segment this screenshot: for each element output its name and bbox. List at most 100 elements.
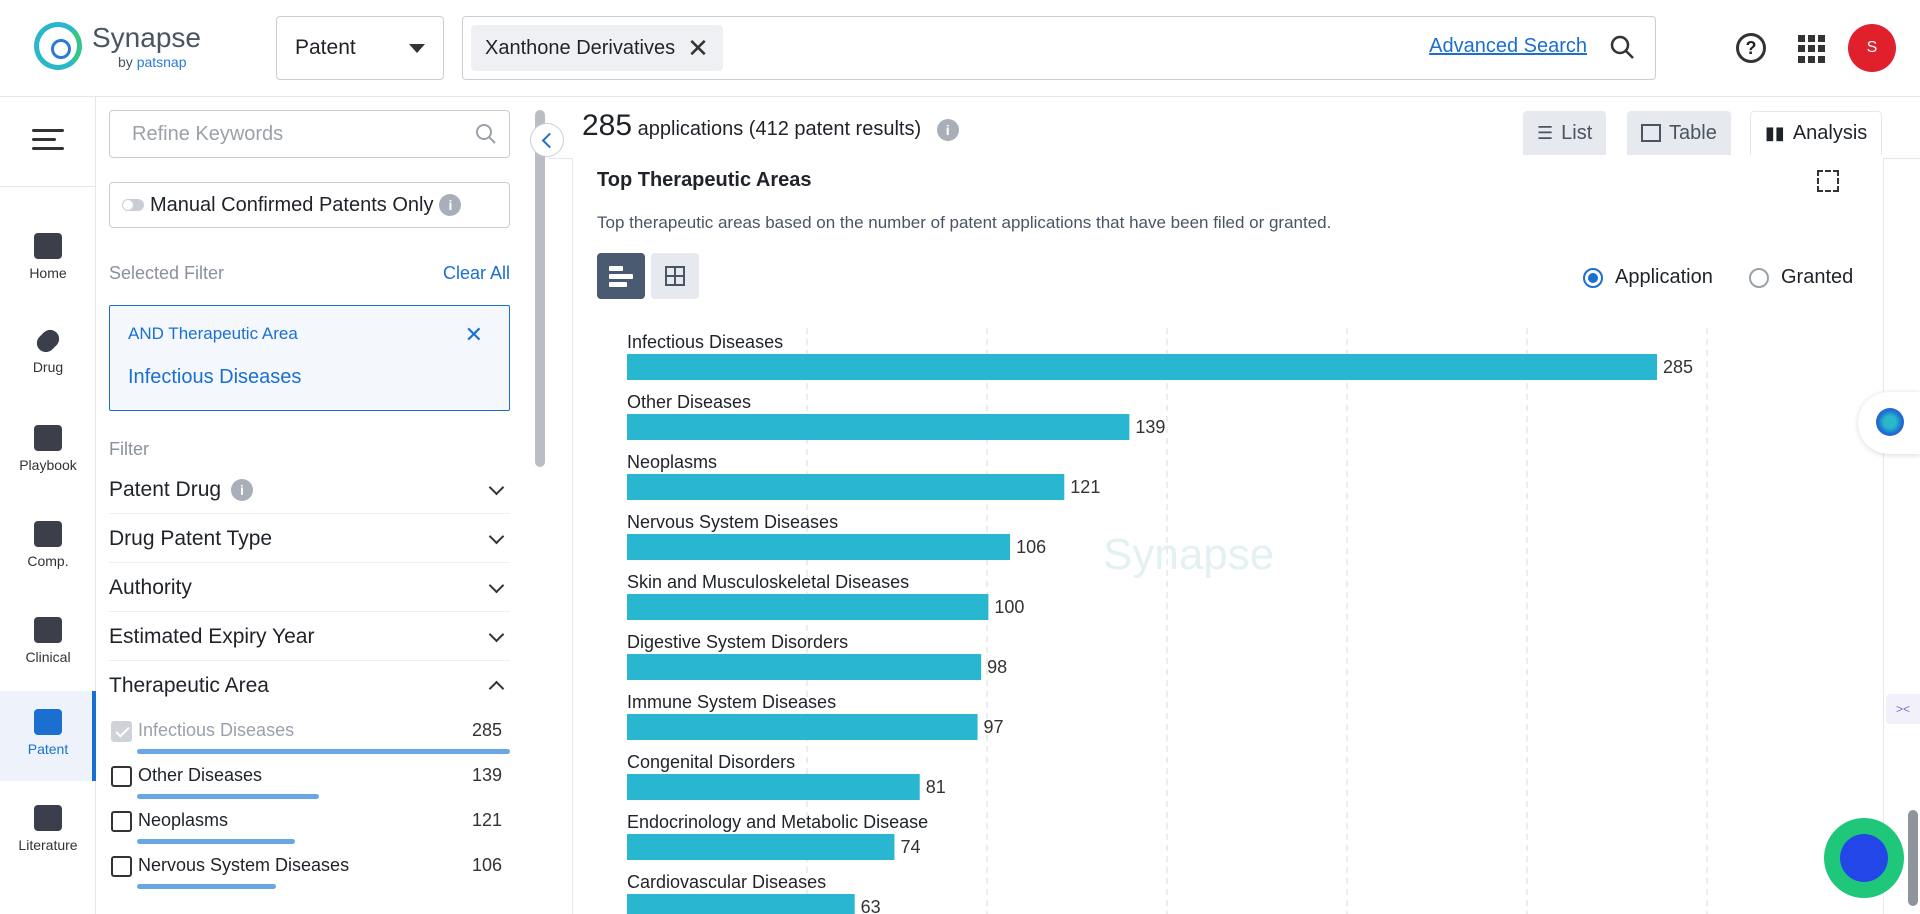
main-scrollbar[interactable] [1908, 810, 1918, 906]
help-icon[interactable]: ? [1736, 33, 1766, 63]
filter-panel-scrollbar[interactable] [535, 110, 545, 467]
chat-assistant-button[interactable] [1824, 818, 1904, 898]
nav-item-literature[interactable]: Literature [0, 787, 96, 877]
info-icon[interactable]: i [231, 479, 253, 501]
manual-toggle-label: Manual Confirmed Patents Only [150, 194, 433, 217]
clinical-icon [34, 617, 62, 643]
apps-grid-icon[interactable] [1798, 35, 1826, 63]
checkbox[interactable] [111, 766, 132, 787]
selected-filter-title: Selected Filter [109, 263, 224, 284]
nav-item-clinical[interactable]: Clinical [0, 599, 96, 689]
list-icon: ☰ [1537, 123, 1553, 144]
filter-title: Filter [109, 439, 149, 460]
chevron-up-icon [489, 681, 505, 697]
advanced-search-link[interactable]: Advanced Search [1429, 35, 1587, 58]
nav-label: Drug [0, 359, 96, 375]
nav-label: Home [0, 265, 96, 281]
selected-filter-value: Infectious Diseases [128, 366, 301, 389]
nav-item-comp[interactable]: Comp. [0, 503, 96, 593]
search-bar[interactable]: Xanthone Derivatives ✕ Advanced Search [462, 16, 1656, 80]
radio-label: Granted [1781, 266, 1853, 289]
bar[interactable] [627, 774, 920, 800]
side-expand-tab[interactable]: >< [1886, 694, 1920, 724]
radio-button[interactable] [1749, 268, 1769, 288]
pill-icon [33, 326, 63, 356]
top-bar: Synapse by patsnap Patent Xanthone Deriv… [0, 0, 1920, 97]
option-label: Nervous System Diseases [138, 855, 349, 876]
table-icon [1641, 124, 1661, 142]
therapeutic-area-option[interactable]: Neoplasms 121 [109, 801, 510, 846]
checkbox[interactable] [111, 856, 132, 877]
therapeutic-area-option[interactable]: Nervous System Diseases 106 [109, 846, 510, 891]
avatar[interactable]: S [1848, 24, 1896, 72]
refine-placeholder: Refine Keywords [132, 123, 283, 145]
radio-application[interactable]: Application [1583, 266, 1713, 289]
search-icon[interactable] [1609, 34, 1635, 60]
clear-all-link[interactable]: Clear All [443, 263, 510, 284]
facet-therapeutic-area[interactable]: Therapeutic Area [109, 661, 510, 710]
facet-drug-patent-type[interactable]: Drug Patent Type [109, 514, 510, 563]
therapeutic-area-option[interactable]: Infectious Diseases 285 [109, 711, 510, 756]
category-label: Infectious Diseases [627, 332, 783, 352]
chip-remove-icon[interactable]: ✕ [687, 35, 709, 61]
checkbox[interactable] [111, 811, 132, 832]
bar[interactable] [627, 534, 1010, 560]
view-label: List [1561, 122, 1592, 145]
facet-estimated-expiry-year[interactable]: Estimated Expiry Year [109, 612, 510, 661]
logo-name: Synapse [92, 24, 201, 52]
caret-down-icon [409, 44, 425, 53]
bar-chart-view-button[interactable] [597, 253, 645, 299]
chevron-down-icon [489, 480, 505, 496]
view-list-button[interactable]: ☰ List [1523, 111, 1606, 155]
checkbox[interactable] [111, 721, 132, 742]
view-analysis-button[interactable]: ▮▮ Analysis [1750, 111, 1882, 155]
bar[interactable] [627, 594, 988, 620]
synapse-logo[interactable]: Synapse by patsnap [34, 22, 201, 70]
nav-label: Patent [0, 741, 96, 757]
nav-item-playbook[interactable]: Playbook [0, 407, 96, 497]
manual-confirmed-toggle[interactable]: Manual Confirmed Patents Only i [109, 182, 510, 228]
view-label: Table [1669, 122, 1717, 145]
facet-authority[interactable]: Authority [109, 563, 510, 612]
radio-button[interactable] [1583, 268, 1603, 288]
facet-label: Patent Drug [109, 478, 221, 501]
bar[interactable] [627, 834, 894, 860]
close-icon[interactable]: ✕ [465, 322, 483, 348]
data-label: 106 [1016, 537, 1046, 557]
info-icon[interactable]: i [439, 194, 461, 216]
category-label: Skin and Musculoskeletal Diseases [627, 572, 909, 592]
radio-granted[interactable]: Granted [1749, 266, 1853, 289]
therapeutic-area-option[interactable]: Other Diseases 139 [109, 756, 510, 801]
option-count: 139 [472, 765, 502, 786]
grid-view-button[interactable] [651, 253, 699, 299]
search-type-select[interactable]: Patent [276, 16, 444, 80]
search-icon[interactable] [475, 123, 497, 145]
option-label: Neoplasms [138, 810, 228, 831]
option-bar [137, 884, 276, 889]
toggle-switch[interactable] [122, 199, 144, 211]
view-table-button[interactable]: Table [1627, 111, 1731, 155]
nav-item-drug[interactable]: Drug [0, 311, 96, 401]
facet-patent-drug[interactable]: Patent Drug i [109, 465, 510, 514]
nav-item-home[interactable]: Home [0, 215, 96, 305]
bar[interactable] [627, 714, 978, 740]
expand-icon[interactable] [1817, 170, 1839, 192]
nav-label: Clinical [0, 649, 96, 665]
info-icon[interactable]: i [937, 119, 959, 141]
bar[interactable] [627, 894, 855, 914]
bar[interactable] [627, 414, 1129, 440]
data-label: 74 [900, 837, 920, 857]
table-icon [665, 266, 685, 286]
bar[interactable] [627, 474, 1064, 500]
menu-toggle-icon[interactable] [32, 129, 64, 151]
category-label: Other Diseases [627, 392, 751, 412]
result-count-text: applications (412 patent results) [638, 118, 922, 140]
refine-keywords-input[interactable]: Refine Keywords [109, 110, 510, 158]
bar[interactable] [627, 354, 1657, 380]
results-header: 285 applications (412 patent results) i … [548, 97, 1920, 159]
bar[interactable] [627, 654, 981, 680]
nav-item-patent[interactable]: Patent [0, 691, 96, 781]
ai-assistant-icon[interactable] [1858, 392, 1920, 454]
option-bar [137, 749, 510, 754]
facet-label: Authority [109, 576, 192, 599]
